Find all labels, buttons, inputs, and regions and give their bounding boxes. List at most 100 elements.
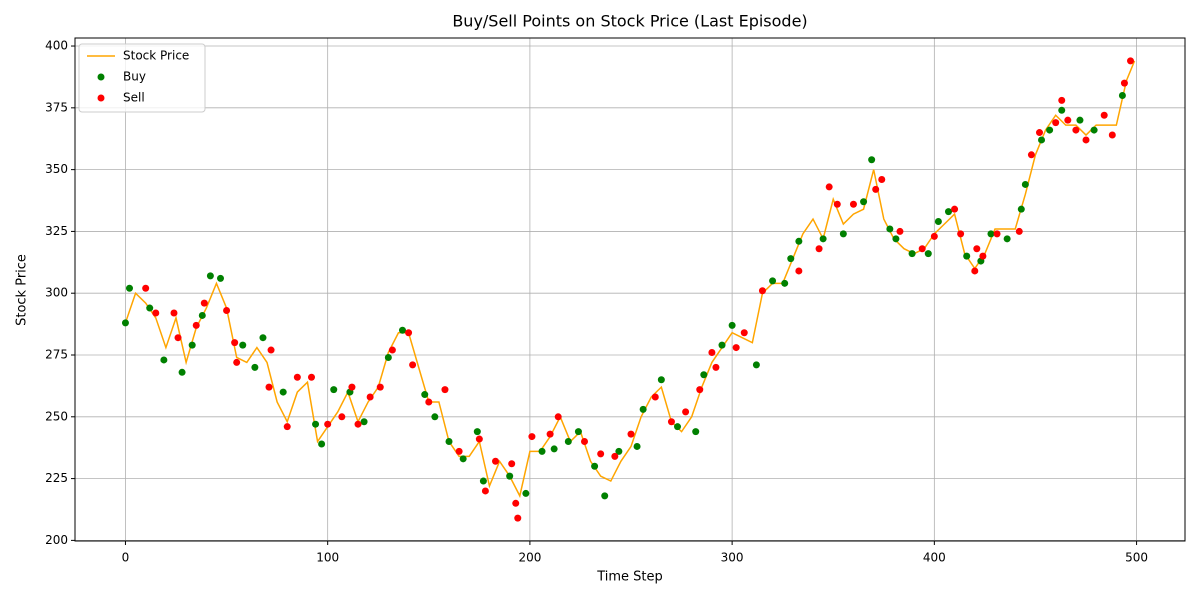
point [206,272,214,280]
point [580,438,588,446]
point [398,326,406,334]
point [554,413,562,421]
point [667,418,675,426]
point [611,452,619,460]
y-tick-label: 375 [45,100,68,114]
point [886,225,894,233]
point [1021,180,1029,188]
y-tick-label: 225 [45,471,68,485]
x-tick-label: 500 [1125,551,1148,565]
point [682,408,690,416]
point [259,334,267,342]
price-line [124,60,1136,499]
point [405,329,413,337]
point [216,274,224,282]
point [1058,106,1066,114]
point [674,423,682,431]
point [425,398,433,406]
y-tick-label: 200 [45,533,68,547]
point [330,386,338,394]
point [615,447,623,455]
point [198,311,206,319]
point [819,235,827,243]
point [459,455,467,463]
point [1127,57,1135,65]
plot-frame [74,37,1186,542]
point [1090,126,1098,134]
point [174,334,182,342]
y-tick-label: 300 [45,286,68,300]
point [868,156,876,164]
point [728,321,736,329]
point [506,472,514,480]
y-tick-label: 400 [45,39,68,53]
x-tick-label: 200 [518,551,541,565]
point [267,346,275,354]
point [601,492,609,500]
point [160,356,168,364]
point [481,487,489,495]
point [633,442,641,450]
point [192,321,200,329]
x-axis-label: Time Step [596,570,663,585]
point [223,307,231,315]
point [431,413,439,421]
point [1082,136,1090,144]
point [1046,126,1054,134]
point [740,329,748,337]
point [307,373,315,381]
point [528,433,536,441]
x-tick-label: 100 [316,551,339,565]
point [360,418,368,426]
point [142,284,150,292]
y-tick-label: 350 [45,162,68,176]
point [1100,111,1108,119]
point [908,250,916,258]
point [239,341,247,349]
point [718,341,726,349]
point [170,309,178,317]
point [492,457,500,465]
point [712,363,720,371]
point [930,232,938,240]
point [564,438,572,446]
legend-label: Sell [123,91,145,105]
point [732,344,740,352]
point [708,349,716,357]
point [787,255,795,263]
legend-marker [97,94,105,102]
point [591,462,599,470]
point [388,346,396,354]
point [512,499,520,507]
point [627,430,635,438]
point [445,438,453,446]
x-tick-label: 0 [122,551,130,565]
point [409,361,417,369]
point [251,363,259,371]
point [574,428,582,436]
point [546,430,554,438]
point [1027,151,1035,159]
point [795,267,803,275]
point [376,383,384,391]
point [971,267,979,275]
point [752,361,760,369]
y-tick-label: 275 [45,348,68,362]
point [918,245,926,253]
point [597,450,605,458]
point [1076,116,1084,124]
point [348,383,356,391]
point [1017,205,1025,213]
point [1120,79,1128,87]
point [1038,136,1046,144]
point [479,477,487,485]
point [1064,116,1072,124]
point [758,287,766,295]
point [421,391,429,399]
point [987,230,995,238]
point [508,460,516,468]
point [934,218,942,226]
point [657,376,665,384]
y-tick-label: 325 [45,224,68,238]
